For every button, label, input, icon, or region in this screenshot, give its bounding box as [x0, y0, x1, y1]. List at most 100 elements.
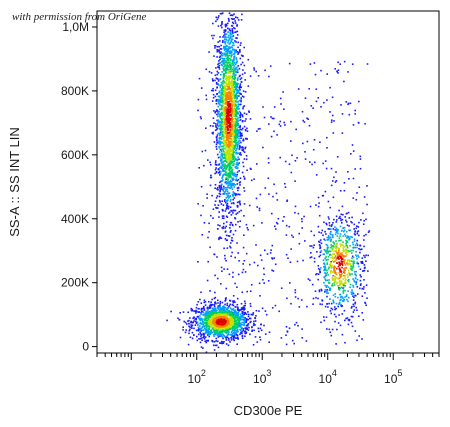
event-point: [227, 87, 230, 89]
event-point: [255, 197, 258, 200]
event-point: [231, 160, 234, 163]
event-point: [312, 303, 314, 305]
event-point: [222, 91, 224, 94]
event-point: [289, 261, 292, 263]
event-point: [243, 319, 246, 322]
event-point: [225, 320, 227, 322]
event-point: [214, 322, 216, 324]
event-point: [269, 252, 272, 254]
event-point: [224, 152, 226, 154]
event-point: [326, 269, 328, 272]
event-point: [348, 235, 350, 238]
event-point: [330, 121, 333, 123]
event-point: [343, 260, 345, 263]
event-point: [229, 163, 231, 165]
event-point: [351, 255, 354, 258]
event-point: [355, 254, 357, 256]
event-point: [226, 93, 229, 96]
event-point: [234, 173, 237, 176]
event-point: [230, 146, 233, 148]
event-point: [226, 98, 229, 101]
event-point: [253, 69, 256, 71]
event-point: [222, 330, 224, 333]
event-point: [243, 190, 246, 192]
event-point: [324, 279, 327, 282]
event-point: [349, 272, 351, 275]
event-point: [318, 202, 320, 204]
event-point: [233, 51, 236, 53]
event-point: [239, 220, 241, 222]
event-point: [351, 63, 354, 65]
event-point: [197, 333, 200, 336]
event-point: [229, 246, 232, 249]
event-point: [216, 139, 218, 142]
event-point: [230, 133, 233, 135]
event-point: [238, 152, 240, 154]
event-point: [197, 329, 200, 332]
event-point: [258, 310, 260, 312]
event-point: [217, 204, 220, 206]
event-point: [228, 88, 231, 91]
event-point: [220, 185, 222, 188]
event-point: [190, 321, 192, 324]
event-point: [343, 274, 345, 277]
event-point: [228, 184, 230, 187]
event-point: [344, 235, 347, 237]
event-point: [216, 127, 219, 130]
event-point: [233, 49, 236, 52]
event-point: [226, 268, 229, 270]
event-point: [219, 55, 222, 58]
event-point: [225, 112, 228, 114]
event-point: [340, 253, 342, 256]
event-point: [218, 311, 221, 313]
event-point: [214, 89, 217, 92]
event-point: [278, 310, 280, 313]
event-point: [340, 280, 343, 282]
event-point: [306, 305, 308, 308]
event-point: [304, 158, 307, 160]
event-point: [230, 113, 232, 116]
event-point: [234, 67, 236, 69]
event-point: [352, 177, 355, 180]
event-point: [226, 112, 228, 115]
event-point: [218, 56, 221, 58]
event-point: [230, 161, 233, 164]
x-tick-base: 10: [188, 372, 202, 386]
event-point: [235, 141, 237, 143]
event-point: [358, 221, 360, 224]
event-point: [216, 109, 218, 111]
event-point: [240, 97, 242, 99]
event-point: [254, 324, 256, 326]
event-point: [355, 250, 357, 253]
event-point: [356, 286, 359, 288]
event-point: [219, 201, 221, 203]
event-point: [232, 295, 235, 297]
event-point: [244, 308, 246, 310]
event-point: [221, 130, 224, 133]
event-point: [235, 71, 237, 74]
event-point: [354, 168, 356, 170]
event-point: [234, 20, 236, 22]
event-point: [200, 291, 202, 294]
event-point: [285, 253, 288, 256]
event-point: [217, 333, 219, 336]
event-point: [241, 134, 243, 137]
event-point: [251, 326, 253, 329]
event-point: [328, 254, 331, 256]
event-point: [235, 121, 238, 124]
event-point: [216, 329, 218, 332]
event-point: [227, 197, 230, 199]
event-point: [227, 40, 230, 42]
event-point: [344, 216, 346, 218]
event-point: [343, 270, 345, 272]
event-point: [359, 251, 361, 254]
event-point: [230, 170, 232, 173]
event-point: [333, 269, 335, 272]
event-point: [232, 337, 235, 339]
event-point: [237, 126, 240, 129]
event-point: [324, 239, 326, 242]
event-point: [237, 143, 239, 146]
event-point: [215, 327, 217, 329]
event-point: [237, 41, 239, 44]
event-point: [216, 188, 218, 190]
